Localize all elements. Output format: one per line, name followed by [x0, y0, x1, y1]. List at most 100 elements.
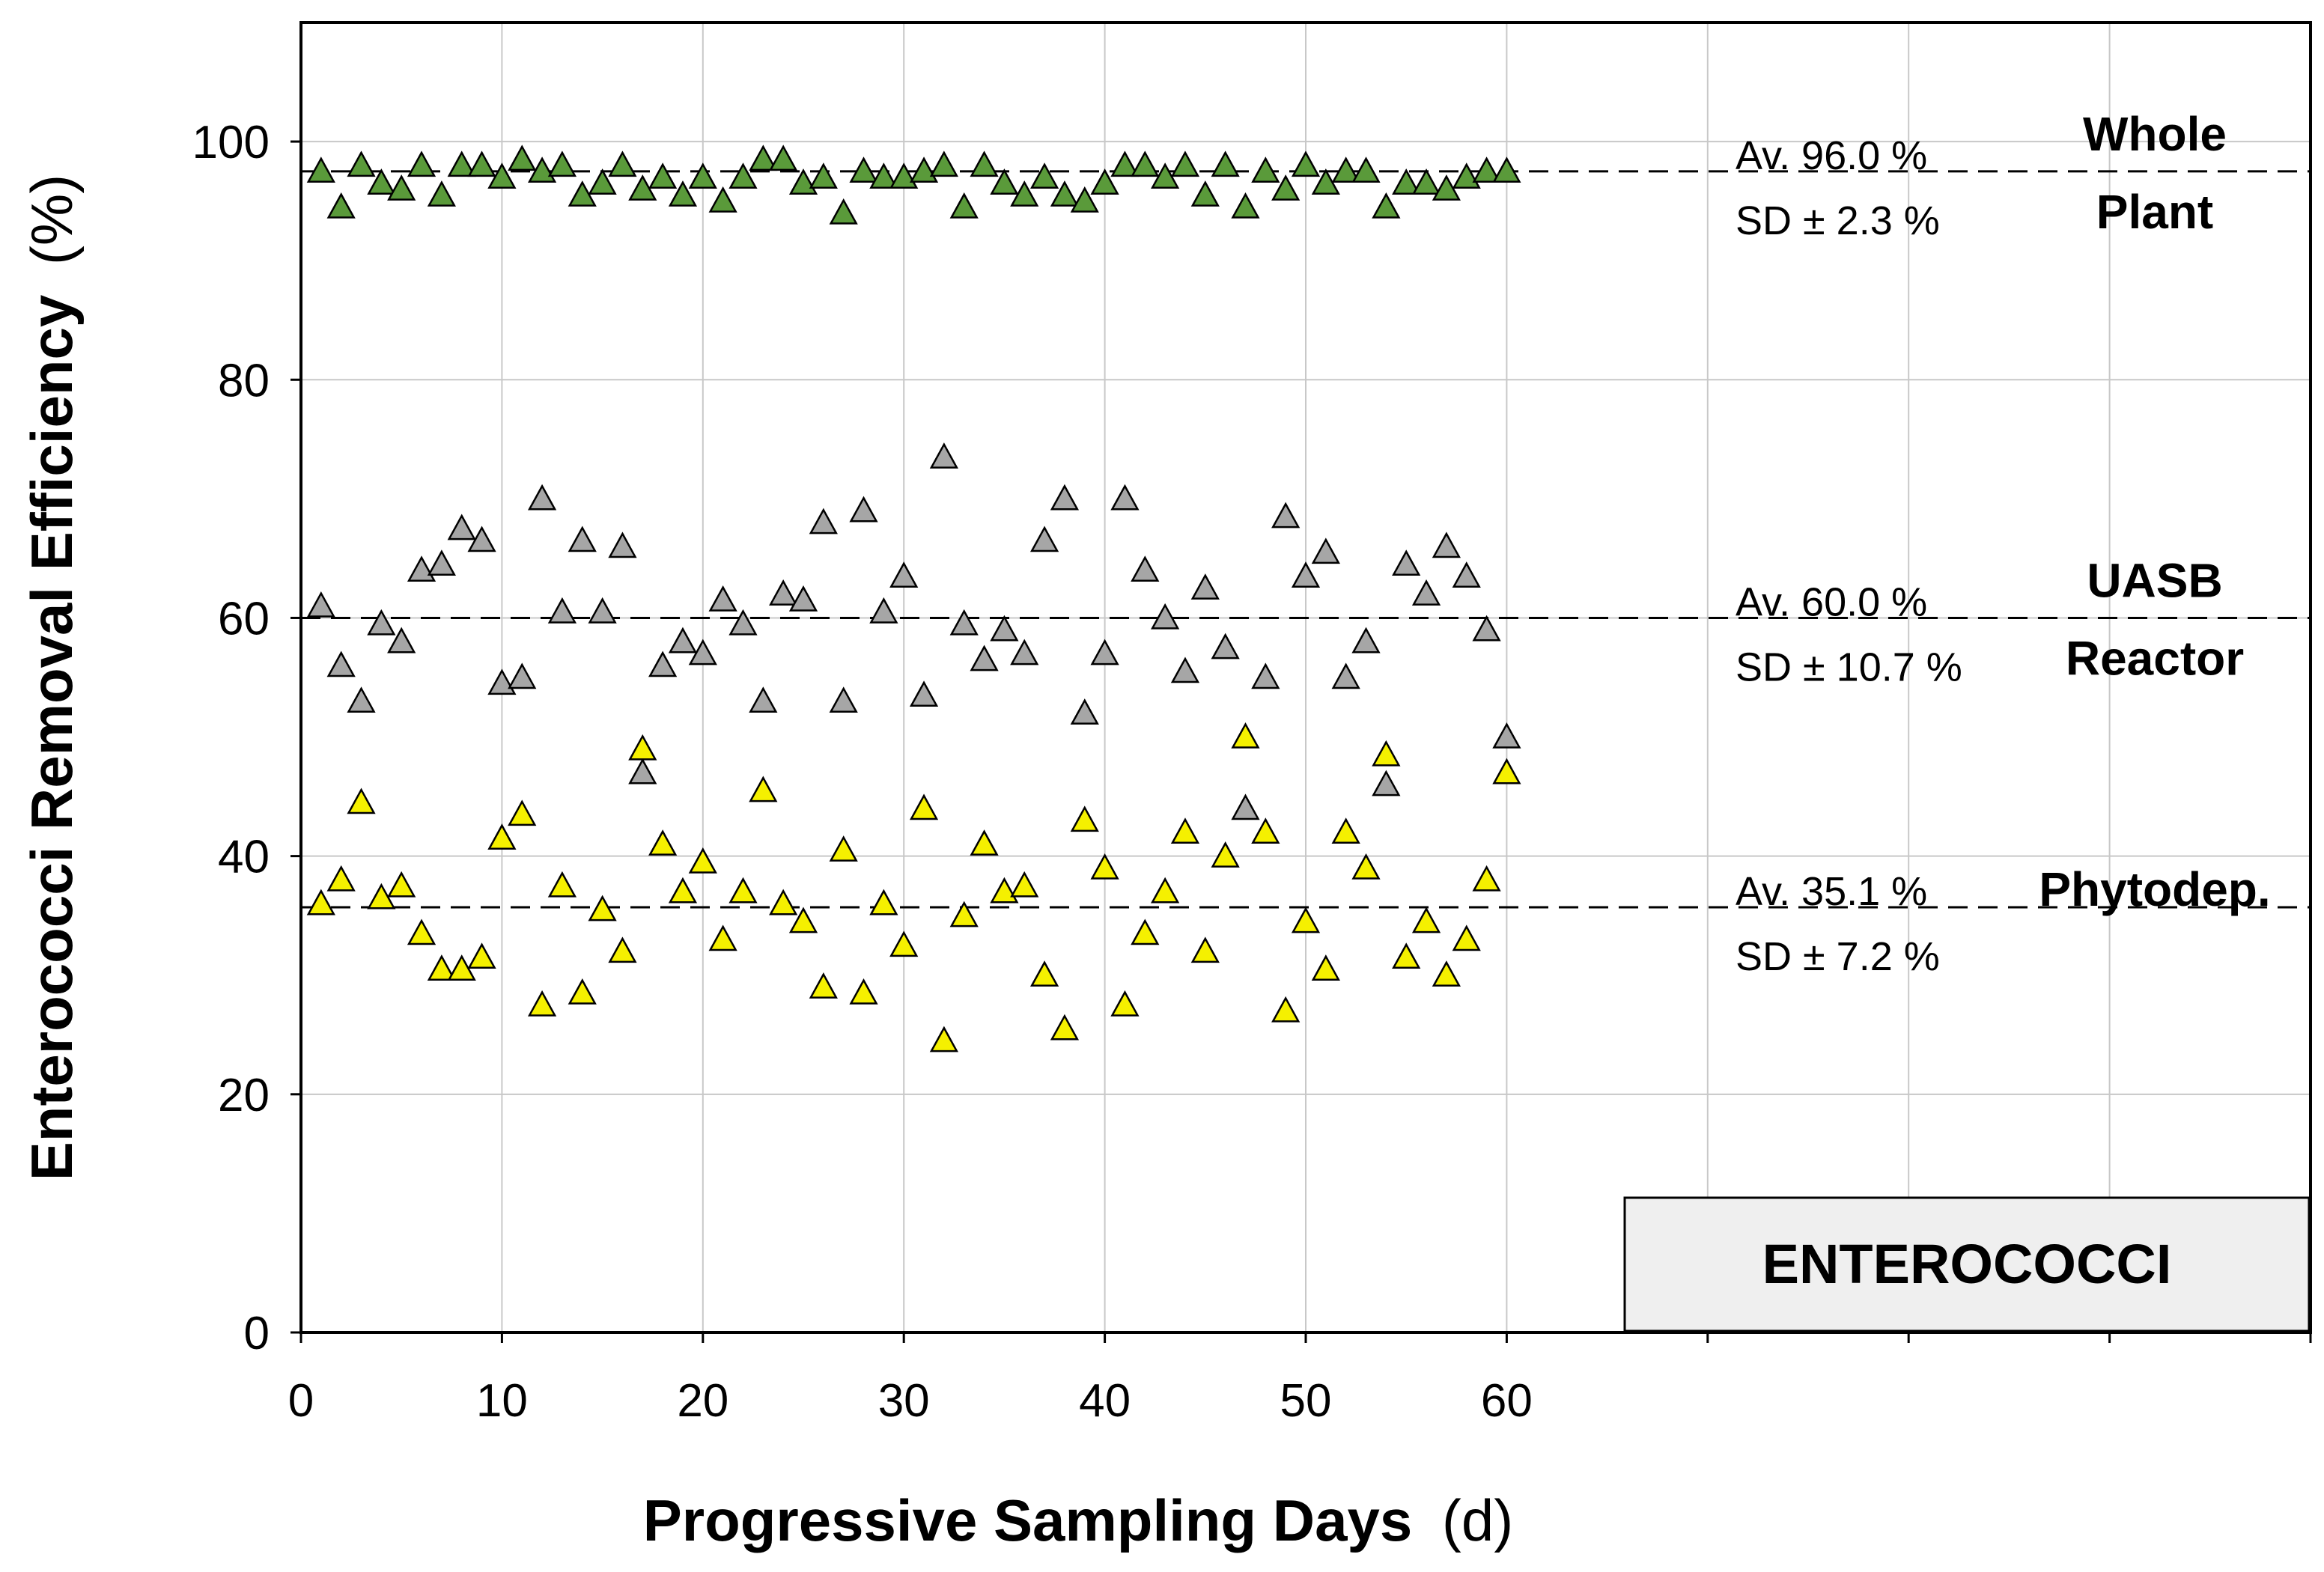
data-point-uasb_reactor — [1170, 656, 1200, 683]
data-point-uasb_reactor — [1010, 639, 1039, 665]
data-point-uasb_reactor — [1110, 484, 1140, 511]
data-point-whole_plant — [1472, 156, 1501, 183]
series-name-uasb_reactor: UASB — [2087, 553, 2222, 607]
data-point-phytodepuration — [708, 924, 737, 951]
data-point-uasb_reactor — [508, 662, 537, 689]
data-point-whole_plant — [749, 144, 778, 171]
x-tick-label: 10 — [476, 1375, 528, 1427]
data-point-whole_plant — [588, 168, 617, 195]
data-point-uasb_reactor — [749, 686, 778, 713]
data-point-uasb_reactor — [688, 639, 717, 665]
series-annotations: Av. 96.0 % SD ± 2.3 % Whole Plant Av. 60.0 %… — [1736, 107, 2271, 979]
data-point-uasb_reactor — [1311, 537, 1340, 564]
data-point-phytodepuration — [1251, 817, 1280, 844]
data-point-uasb_reactor — [367, 609, 396, 636]
data-point-whole_plant — [367, 168, 396, 195]
data-point-whole_plant — [1251, 156, 1280, 183]
x-tick-labels: 0 10 20 30 40 50 60 — [288, 1332, 2312, 1427]
data-point-whole_plant — [1271, 174, 1301, 201]
data-point-phytodepuration — [427, 954, 456, 981]
x-axis-title: Progressive Sampling Days (d) — [643, 1487, 1513, 1553]
data-points — [306, 144, 1521, 1052]
data-point-uasb_reactor — [1411, 579, 1441, 606]
data-point-uasb_reactor — [1231, 793, 1260, 820]
y-tick-label: 40 — [218, 832, 270, 883]
x-tick-label: 30 — [878, 1375, 930, 1427]
data-point-uasb_reactor — [1291, 561, 1321, 588]
x-tick-label: 0 — [288, 1375, 314, 1427]
data-point-uasb_reactor — [728, 609, 758, 636]
data-point-whole_plant — [1110, 150, 1140, 177]
data-point-uasb_reactor — [628, 758, 657, 785]
data-point-uasb_reactor — [769, 579, 798, 606]
data-point-uasb_reactor — [1090, 639, 1119, 665]
series-name-uasb_reactor: Reactor — [2066, 631, 2244, 685]
data-point-phytodepuration — [1311, 954, 1340, 981]
data-point-whole_plant — [1492, 156, 1521, 183]
data-point-uasb_reactor — [829, 686, 858, 713]
data-point-phytodepuration — [829, 835, 858, 862]
data-point-whole_plant — [970, 150, 999, 177]
data-point-uasb_reactor — [527, 484, 557, 511]
data-point-uasb_reactor — [909, 680, 939, 707]
data-point-uasb_reactor — [970, 645, 999, 671]
data-point-phytodepuration — [769, 889, 798, 916]
data-point-whole_plant — [326, 192, 356, 219]
data-point-whole_plant — [829, 198, 858, 225]
data-point-phytodepuration — [306, 889, 335, 916]
data-point-whole_plant — [347, 150, 376, 177]
sd-label-uasb_reactor: SD ± 10.7 % — [1736, 645, 1962, 689]
data-point-whole_plant — [1070, 186, 1099, 213]
data-point-uasb_reactor — [889, 561, 919, 588]
data-point-phytodepuration — [909, 793, 939, 820]
data-point-phytodepuration — [508, 799, 537, 826]
data-point-phytodepuration — [326, 865, 356, 892]
data-point-phytodepuration — [668, 877, 698, 904]
average-label-uasb_reactor: Av. 60.0 % — [1736, 579, 1927, 624]
data-point-phytodepuration — [1190, 936, 1220, 963]
data-point-phytodepuration — [1050, 1014, 1080, 1041]
data-point-uasb_reactor — [387, 627, 416, 654]
data-point-phytodepuration — [949, 901, 979, 927]
data-point-whole_plant — [769, 144, 798, 171]
series-name-whole_plant: Plant — [2096, 185, 2213, 239]
series-name-phytodepuration: Phytodep. — [2039, 862, 2270, 916]
data-point-whole_plant — [1411, 168, 1441, 195]
average-label-whole_plant: Av. 96.0 % — [1736, 133, 1927, 178]
enterococci-badge: ENTEROCOCCI — [1623, 1196, 2311, 1332]
data-point-phytodepuration — [467, 942, 496, 969]
y-axis-title-main: Enterococci Removal Efficiency — [19, 295, 85, 1180]
data-point-whole_plant — [387, 174, 416, 201]
data-point-phytodepuration — [1411, 907, 1441, 933]
data-point-phytodepuration — [1070, 805, 1099, 832]
data-point-uasb_reactor — [929, 442, 958, 469]
data-point-uasb_reactor — [1271, 502, 1301, 528]
data-point-uasb_reactor — [1190, 573, 1220, 600]
data-point-uasb_reactor — [809, 508, 838, 534]
data-point-phytodepuration — [749, 776, 778, 802]
data-point-whole_plant — [1211, 150, 1240, 177]
sd-label-phytodepuration: SD ± 7.2 % — [1736, 934, 1940, 979]
data-point-uasb_reactor — [1029, 525, 1059, 552]
data-point-phytodepuration — [1472, 865, 1501, 892]
x-axis-title-main: Progressive Sampling Days — [643, 1487, 1412, 1553]
data-point-whole_plant — [306, 156, 335, 183]
data-point-uasb_reactor — [568, 525, 597, 552]
data-point-whole_plant — [1231, 192, 1260, 219]
data-point-uasb_reactor — [347, 686, 376, 713]
data-point-phytodepuration — [1090, 853, 1119, 880]
data-point-phytodepuration — [387, 871, 416, 898]
data-point-whole_plant — [1131, 150, 1160, 177]
data-point-phytodepuration — [688, 847, 717, 874]
y-tick-label: 20 — [218, 1070, 270, 1121]
data-point-phytodepuration — [1432, 960, 1461, 987]
data-point-uasb_reactor — [427, 549, 456, 576]
y-axis-title-unit: (%) — [19, 174, 85, 265]
data-point-whole_plant — [1010, 180, 1039, 207]
data-point-phytodepuration — [347, 787, 376, 814]
data-point-uasb_reactor — [1070, 698, 1099, 725]
x-tick-label: 60 — [1481, 1375, 1533, 1427]
data-point-uasb_reactor — [1131, 555, 1160, 582]
data-point-whole_plant — [668, 180, 698, 207]
